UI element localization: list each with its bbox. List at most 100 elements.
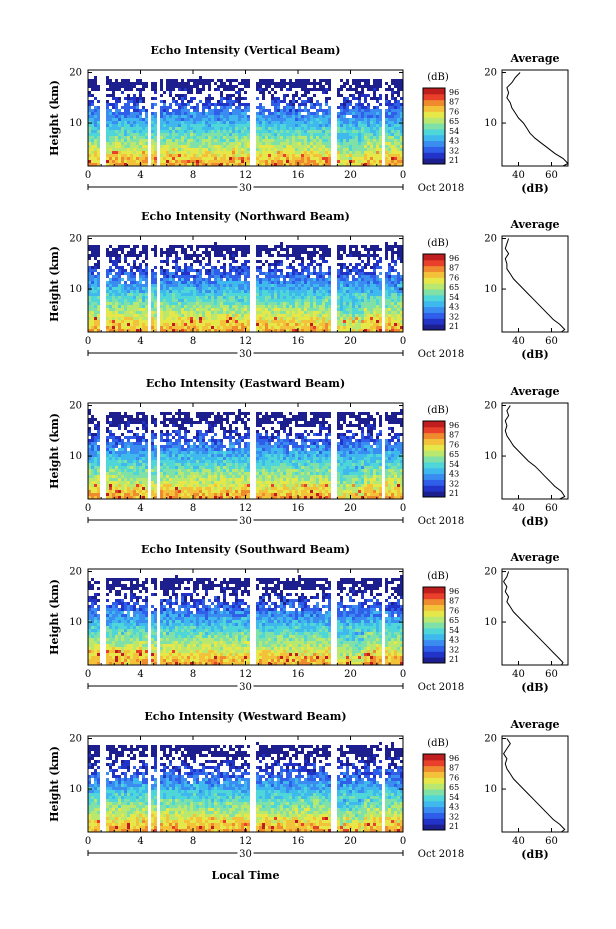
heatmap-cell <box>247 290 250 293</box>
heatmap-cell <box>199 127 202 130</box>
heatmap-cell <box>283 115 286 118</box>
heatmap-cell <box>145 115 148 118</box>
heatmap-cell <box>214 109 217 112</box>
heatmap-cell <box>256 85 259 88</box>
heatmap-cell <box>367 94 370 97</box>
heatmap-cell <box>271 317 274 320</box>
heatmap-cell <box>352 157 355 160</box>
heatmap-cell <box>181 275 184 278</box>
heatmap-cell <box>91 139 94 142</box>
heatmap-cell <box>145 142 148 145</box>
heatmap-cell <box>151 314 154 317</box>
heatmap-cell <box>379 308 382 311</box>
heatmap-cell <box>133 121 136 124</box>
heatmap-cell <box>136 257 139 260</box>
heatmap-cell <box>178 314 181 317</box>
heatmap-cell <box>88 290 91 293</box>
heatmap-cell <box>370 139 373 142</box>
heatmap-cell <box>301 127 304 130</box>
heatmap-cell <box>241 293 244 296</box>
heatmap-cell <box>97 248 100 251</box>
heatmap-cell <box>184 311 187 314</box>
heatmap-cell <box>88 112 91 115</box>
heatmap-cell <box>181 112 184 115</box>
heatmap-cell <box>166 142 169 145</box>
heatmap-cell <box>121 124 124 127</box>
heatmap-cell <box>211 305 214 308</box>
heatmap-cell <box>268 329 271 332</box>
heatmap-cell <box>262 163 265 166</box>
heatmap-cell <box>178 160 181 163</box>
heatmap-cell <box>232 308 235 311</box>
heatmap-cell <box>223 82 226 85</box>
heatmap-cell <box>367 88 370 91</box>
heatmap-cell <box>268 91 271 94</box>
heatmap-cell <box>130 142 133 145</box>
heatmap-cell <box>247 133 250 136</box>
heatmap-cell <box>208 124 211 127</box>
heatmap-cell <box>202 103 205 106</box>
heatmap-cell <box>247 148 250 151</box>
heatmap-cell <box>217 100 220 103</box>
heatmap-cell <box>139 97 142 100</box>
heatmap-cell <box>187 284 190 287</box>
heatmap-cell <box>325 151 328 154</box>
heatmap-cell <box>199 296 202 299</box>
heatmap-cell <box>184 317 187 320</box>
heatmap-cell <box>340 317 343 320</box>
heatmap-cell <box>127 293 130 296</box>
heatmap-cell <box>340 299 343 302</box>
heatmap-cell <box>337 148 340 151</box>
heatmap-cell <box>229 151 232 154</box>
heatmap-cell <box>202 136 205 139</box>
heatmap-cell <box>346 266 349 269</box>
heatmap-cell <box>367 305 370 308</box>
heatmap-cell <box>364 85 367 88</box>
heatmap-cell <box>94 97 97 100</box>
heatmap-cell <box>316 154 319 157</box>
heatmap-cell <box>298 296 301 299</box>
heatmap-cell <box>163 293 166 296</box>
heatmap-cell <box>262 323 265 326</box>
heatmap-cell <box>184 290 187 293</box>
heatmap-cell <box>175 323 178 326</box>
heatmap-cell <box>88 142 91 145</box>
heatmap-cell <box>184 112 187 115</box>
heatmap-cell <box>217 139 220 142</box>
heatmap-cell <box>214 296 217 299</box>
heatmap-cell <box>346 82 349 85</box>
heatmap-cell <box>388 142 391 145</box>
heatmap-cell <box>238 133 241 136</box>
heatmap-cell <box>211 299 214 302</box>
heatmap-cell <box>181 127 184 130</box>
heatmap-cell <box>313 154 316 157</box>
heatmap-cell <box>274 290 277 293</box>
heatmap-cell <box>340 305 343 308</box>
heatmap-cell <box>292 121 295 124</box>
heatmap-cell <box>181 103 184 106</box>
heatmap-cell <box>340 127 343 130</box>
heatmap-cell <box>388 151 391 154</box>
heatmap-cell <box>313 320 316 323</box>
heatmap-cell <box>283 154 286 157</box>
heatmap-cell <box>190 106 193 109</box>
heatmap-cell <box>235 266 238 269</box>
heatmap-cell <box>160 115 163 118</box>
heatmap-cell <box>349 299 352 302</box>
heatmap-cell <box>388 302 391 305</box>
heatmap-cell <box>91 163 94 166</box>
heatmap-cell <box>145 85 148 88</box>
heatmap-cell <box>271 302 274 305</box>
heatmap-cell <box>115 314 118 317</box>
heatmap-cell <box>295 157 298 160</box>
heatmap-cell <box>106 311 109 314</box>
heatmap-cell <box>292 284 295 287</box>
heatmap-cell <box>241 317 244 320</box>
heatmap-cell <box>373 157 376 160</box>
heatmap-cell <box>220 115 223 118</box>
heatmap-cell <box>367 109 370 112</box>
heatmap-cell <box>259 296 262 299</box>
heatmap-cell <box>364 145 367 148</box>
heatmap-cell <box>205 245 208 248</box>
heatmap-cell <box>304 88 307 91</box>
